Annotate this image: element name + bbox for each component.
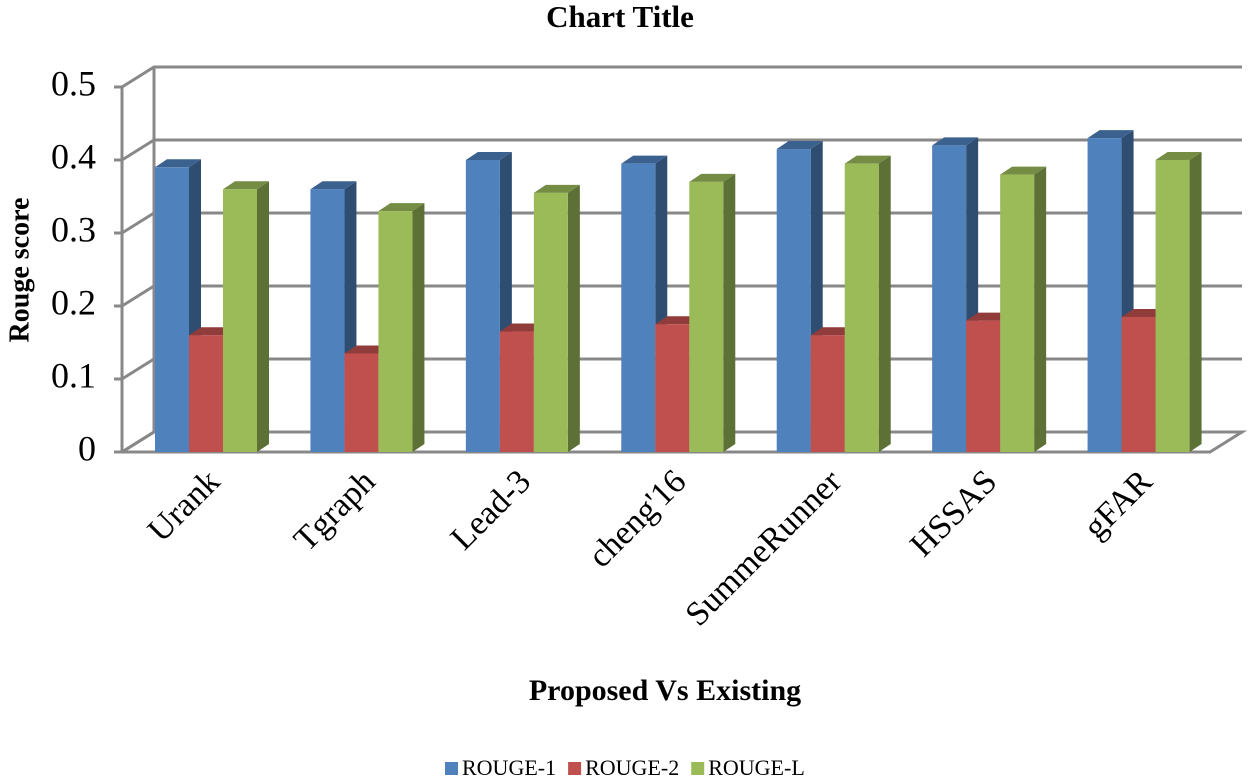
bar-group — [223, 181, 269, 452]
bar-side — [412, 203, 425, 452]
bar-group — [1155, 152, 1202, 452]
bar-top — [533, 184, 580, 193]
bar-top — [378, 203, 425, 212]
y-axis-title: Rouge score — [4, 198, 35, 343]
bar-top — [776, 141, 823, 150]
legend-swatch — [445, 762, 458, 775]
bar — [1155, 160, 1190, 452]
bar — [1087, 138, 1122, 452]
legend-label: ROUGE-1 — [462, 755, 556, 780]
bar — [378, 211, 413, 452]
y-tick-label: 0.3 — [51, 209, 96, 249]
bar-top — [621, 155, 668, 164]
bar-top — [932, 137, 979, 146]
bar — [655, 324, 690, 452]
bar — [1121, 316, 1156, 452]
legend-label: ROUGE-2 — [585, 755, 679, 780]
x-tick-label: gFAR — [1077, 463, 1160, 546]
x-axis-title: Proposed Vs Existing — [529, 674, 801, 707]
y-tick-label: 0.2 — [51, 282, 96, 322]
bar — [1000, 174, 1035, 452]
bar — [310, 189, 345, 452]
bar-group — [310, 181, 357, 452]
bar — [776, 149, 811, 453]
bar-top — [310, 181, 357, 190]
bar-side — [723, 173, 736, 452]
bar-top — [1000, 166, 1047, 175]
x-tick-label: Urank — [141, 463, 227, 549]
x-tick-label: cheng'16 — [582, 463, 694, 575]
bar — [155, 167, 189, 453]
bar-top — [223, 181, 269, 190]
bar-group — [533, 184, 580, 452]
bar — [966, 320, 1001, 452]
bar — [844, 163, 879, 452]
bar-group — [689, 173, 736, 452]
bar-side — [567, 184, 580, 452]
grid-line — [121, 211, 1242, 235]
bar-top — [465, 152, 512, 160]
bar-group — [378, 203, 425, 452]
grid-line — [121, 284, 1242, 308]
bar-side — [878, 155, 891, 452]
bar-top — [689, 173, 736, 182]
y-tick-label: 0 — [78, 428, 96, 468]
bar-top — [1155, 152, 1202, 160]
bar — [465, 160, 500, 452]
legend-swatch — [568, 762, 582, 775]
bar — [499, 331, 534, 452]
x-tick-label: Lead-3 — [444, 463, 538, 557]
legend-swatch — [691, 762, 705, 775]
grid-line — [121, 138, 1242, 162]
bar-group — [844, 155, 891, 452]
bar — [533, 192, 568, 452]
bar-top — [1087, 130, 1134, 139]
bar-group — [621, 155, 668, 452]
chart-title: Chart Title — [546, 0, 694, 34]
bar — [810, 335, 845, 452]
grid-line — [121, 65, 1242, 89]
x-tick-label: Tgraph — [287, 463, 383, 559]
bar-side — [1034, 166, 1047, 452]
bar-side — [1189, 152, 1202, 452]
y-tick-label: 0.5 — [51, 63, 96, 103]
legend-label: ROUGE-L — [708, 755, 805, 780]
bar-top — [844, 155, 891, 164]
y-tick-label: 0.4 — [51, 136, 96, 176]
bar — [344, 353, 379, 452]
bar-side — [257, 181, 269, 452]
x-tick-label: SummeRunner — [678, 463, 849, 634]
bar-group — [1000, 166, 1047, 452]
bar — [932, 145, 967, 452]
bar-top — [155, 159, 201, 168]
bar — [223, 189, 257, 452]
bar — [189, 335, 223, 452]
x-tick-label: HSSAS — [903, 463, 1004, 564]
bar — [621, 163, 656, 452]
bar — [689, 181, 724, 452]
y-tick-label: 0.1 — [51, 355, 96, 395]
